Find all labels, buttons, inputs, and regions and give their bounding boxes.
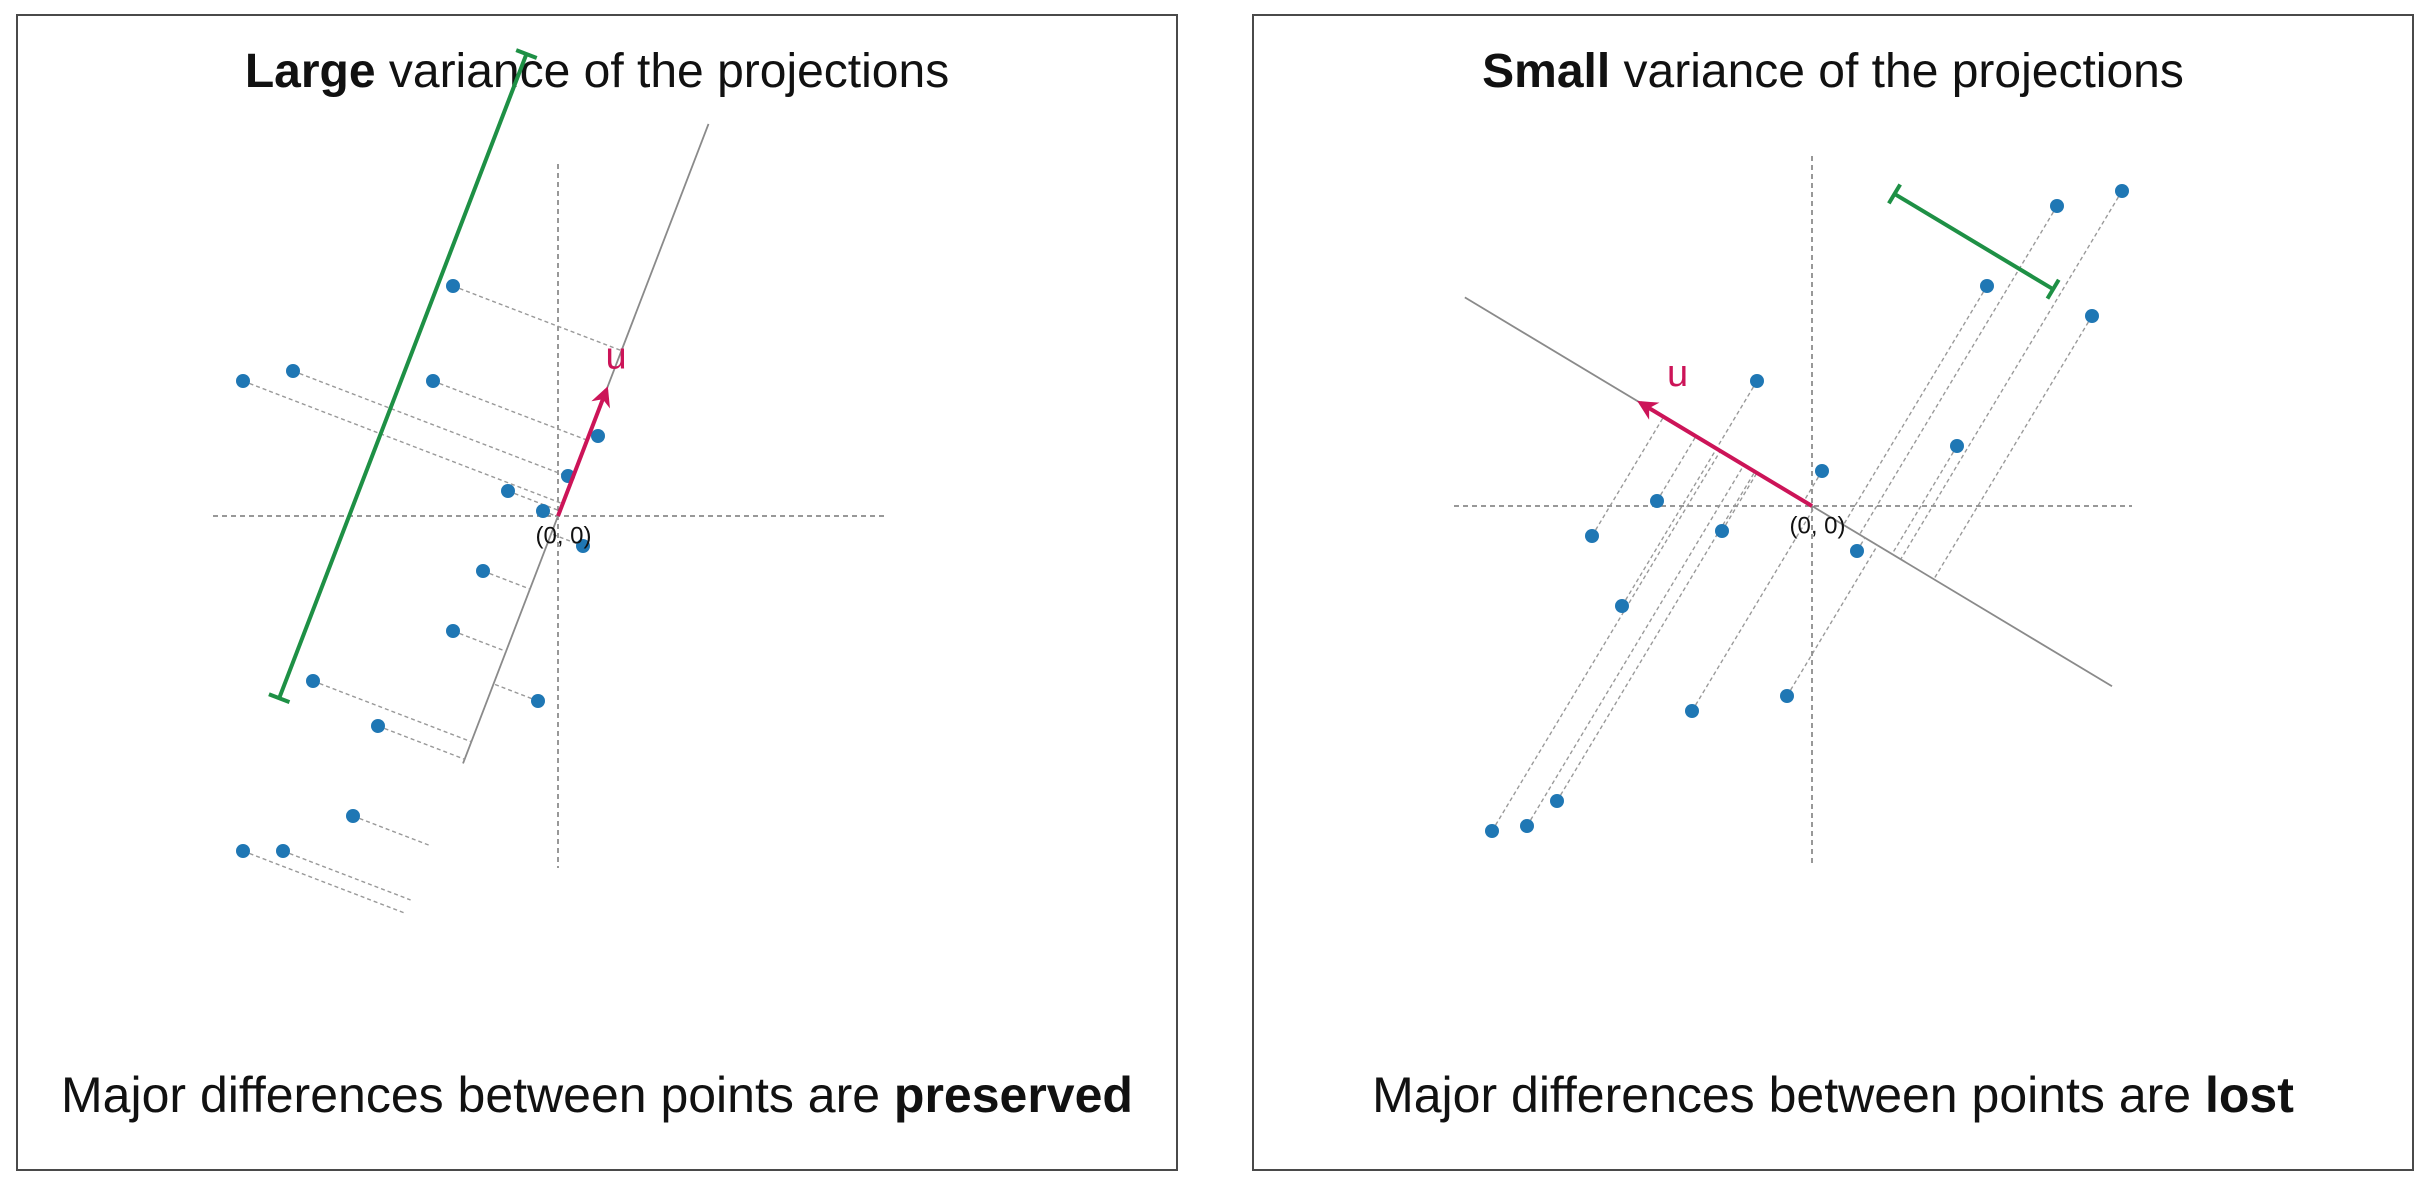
- projection-line: [242, 380, 563, 505]
- projection-line: [1933, 315, 2093, 580]
- projection-line: [432, 380, 588, 441]
- variance-range-bar: [277, 53, 529, 699]
- data-point: [576, 539, 590, 553]
- projection-line: [377, 725, 465, 760]
- title-rest: variance of the projections: [375, 45, 950, 98]
- title-bold: Small: [1482, 45, 1611, 98]
- data-point: [1550, 794, 1564, 808]
- projection-line: [1900, 190, 2123, 560]
- data-point: [276, 844, 290, 858]
- origin-label: (0, 0): [536, 523, 592, 550]
- data-point: [1850, 544, 1864, 558]
- data-point: [536, 504, 550, 518]
- projection-line: [1715, 380, 1758, 449]
- panel-small-variance: Small variance of the projections u (0, 0…: [1252, 14, 2414, 1171]
- data-point: [1815, 464, 1829, 478]
- range-bar-cap-start: [268, 692, 291, 704]
- vector-u-arrow: [556, 386, 610, 517]
- title-bold: Large: [244, 45, 376, 98]
- projection-line: [550, 533, 584, 547]
- data-point: [2050, 199, 2064, 213]
- data-point: [1520, 819, 1534, 833]
- caption-text: Major differences between points are: [61, 1067, 894, 1123]
- data-point: [1485, 824, 1499, 838]
- projection-line: [242, 850, 406, 915]
- caption-text: Major differences between points are: [1372, 1067, 2205, 1123]
- projection-line: [1803, 470, 1823, 502]
- origin-label: (0, 0): [1790, 513, 1846, 540]
- data-point: [236, 844, 250, 858]
- variance-range-bar: [1893, 192, 2055, 291]
- range-bar-cap-start: [2045, 278, 2061, 300]
- caption-bold: lost: [2204, 1067, 2294, 1123]
- title-rest: variance of the projections: [1610, 45, 2184, 98]
- data-point: [236, 374, 250, 388]
- projection-line: [452, 285, 622, 352]
- panel-caption: Major differences between points are pre…: [18, 1066, 1176, 1124]
- data-point: [2085, 309, 2099, 323]
- projection-line: [312, 680, 472, 743]
- data-point: [476, 564, 490, 578]
- data-point: [446, 279, 460, 293]
- projection-line: [282, 850, 411, 901]
- data-point: [1715, 524, 1729, 538]
- data-point: [306, 674, 320, 688]
- panel-title: Large variance of the projections: [18, 44, 1176, 99]
- projection-line: [1858, 205, 2058, 535]
- projection-line: [352, 815, 432, 847]
- data-point: [1585, 529, 1599, 543]
- data-point: [1685, 704, 1699, 718]
- caption-bold: preserved: [893, 1067, 1133, 1123]
- data-point: [1650, 494, 1664, 508]
- data-point: [1615, 599, 1629, 613]
- projection-line: [292, 370, 573, 479]
- projection-line: [1891, 445, 1958, 555]
- data-point: [446, 624, 460, 638]
- projection-line: [1556, 471, 1756, 802]
- projection-line: [1526, 464, 1745, 827]
- data-point: [1780, 689, 1794, 703]
- panel-large-variance: Large variance of the projections u (0, 0…: [16, 14, 1178, 1171]
- data-point: [346, 809, 360, 823]
- projection-line: [1786, 545, 1879, 697]
- projection-line: [493, 683, 539, 702]
- data-point: [371, 719, 385, 733]
- projection-line: [482, 570, 531, 590]
- projection-line: [1721, 472, 1758, 532]
- data-point: [1950, 439, 1964, 453]
- data-point: [1980, 279, 1994, 293]
- vector-u-label: u: [606, 336, 627, 378]
- projection-line: [507, 490, 561, 512]
- data-point: [591, 429, 605, 443]
- projection-line: [1691, 507, 1815, 712]
- data-point: [426, 374, 440, 388]
- vector-u-label: u: [1667, 353, 1688, 395]
- panel-title: Small variance of the projections: [1254, 44, 2412, 99]
- range-bar-cap-end: [515, 48, 538, 60]
- data-point: [1750, 374, 1764, 388]
- projection-diagram: u (0, 0): [1454, 156, 2132, 864]
- projection-line: [1491, 450, 1721, 832]
- panel-caption: Major differences between points are los…: [1254, 1066, 2412, 1124]
- data-point: [2115, 184, 2129, 198]
- projection-line: [1591, 416, 1665, 537]
- projection-line: [1842, 285, 1988, 526]
- data-point: [531, 694, 545, 708]
- range-bar-cap-end: [1887, 183, 1902, 205]
- projection-line: [452, 630, 507, 653]
- projection-diagram: u (0, 0): [213, 48, 888, 915]
- vector-u-arrow: [1637, 400, 1814, 508]
- data-point: [501, 484, 515, 498]
- projection-line: [1621, 448, 1718, 607]
- projection-line: [1656, 435, 1697, 502]
- data-point: [286, 364, 300, 378]
